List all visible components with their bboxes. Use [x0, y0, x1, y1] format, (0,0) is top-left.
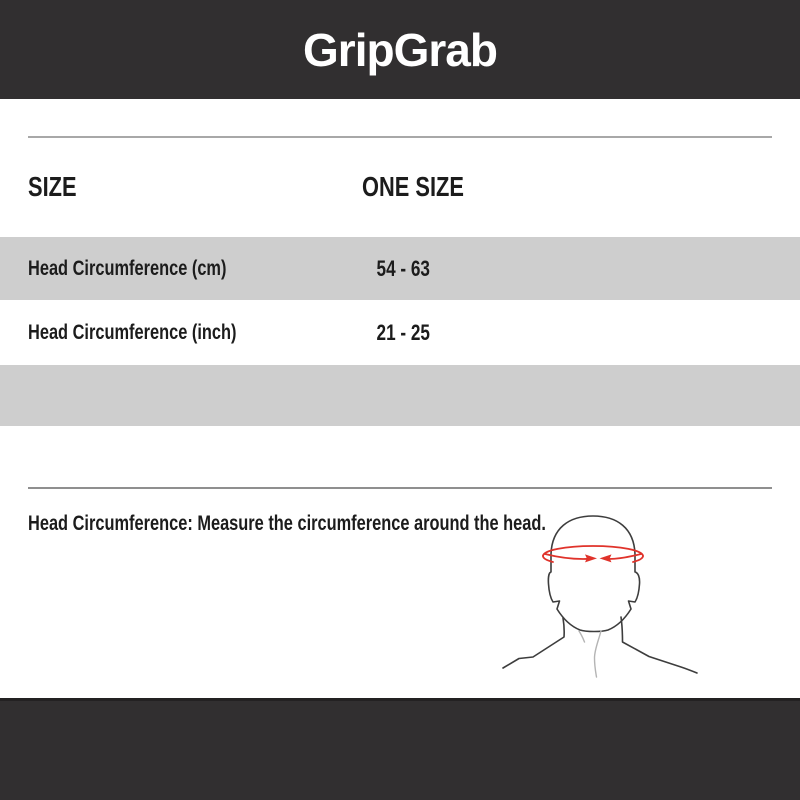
divider-top — [28, 136, 772, 138]
row-value-head-circumference-cm: 54 - 63 — [376, 255, 430, 281]
arrowhead-right-icon — [599, 554, 612, 563]
measuring-band-right-loop — [632, 555, 644, 563]
column-header-one-size: ONE SIZE — [362, 171, 464, 202]
table-row: Head Circumference (inch) 21 - 25 — [0, 300, 800, 365]
row-value-head-circumference-inch: 21 - 25 — [376, 319, 430, 345]
measurement-instruction: Head Circumference: Measure the circumfe… — [28, 512, 546, 535]
brand-logo: GripGrab — [303, 23, 498, 76]
head-outline-path — [547, 515, 641, 633]
throat-line — [593, 630, 602, 678]
table-empty-shaded-row — [0, 365, 800, 426]
table-row: Head Circumference (cm) 54 - 63 — [0, 237, 800, 300]
divider-bottom — [28, 487, 772, 489]
column-header-size: SIZE — [28, 171, 77, 202]
head-measurement-illustration — [502, 515, 698, 678]
measuring-band-back-arc — [542, 545, 644, 557]
size-table-header-row: SIZE ONE SIZE — [0, 163, 800, 211]
right-shoulder-path — [620, 616, 698, 674]
row-label-head-circumference-cm: Head Circumference (cm) — [28, 256, 227, 280]
footer-bar — [0, 698, 800, 800]
jaw-shadow-line — [578, 630, 586, 643]
arrowhead-left-icon — [585, 554, 597, 563]
left-shoulder-path — [502, 617, 565, 669]
header-bar: GripGrab — [0, 0, 800, 99]
measuring-band-left-loop — [542, 555, 554, 563]
row-label-head-circumference-inch: Head Circumference (inch) — [28, 320, 237, 344]
